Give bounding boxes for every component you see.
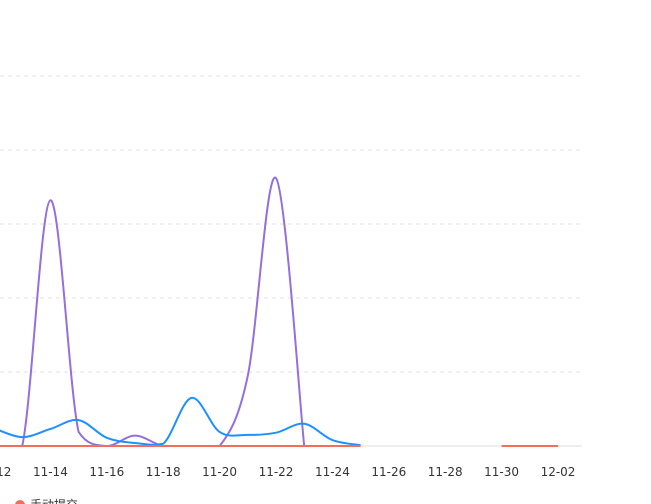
x-tick-label: 11-24 xyxy=(315,465,350,479)
x-tick-label: 11-18 xyxy=(146,465,181,479)
x-tick-label: 11-16 xyxy=(89,465,124,479)
x-tick-label: 12-02 xyxy=(541,465,576,479)
x-tick-label: 11-30 xyxy=(484,465,519,479)
series-line xyxy=(0,176,306,448)
x-tick-label: 11-28 xyxy=(428,465,463,479)
x-tick-label: 11-14 xyxy=(33,465,68,479)
x-tick-label: 11-12 xyxy=(0,465,11,479)
x-tick-label: 11-26 xyxy=(371,465,406,479)
x-tick-label: 11-20 xyxy=(202,465,237,479)
legend-label: 手动提交 xyxy=(30,497,78,504)
legend-marker xyxy=(15,500,25,504)
series-line xyxy=(0,396,361,447)
x-tick-label: 11-22 xyxy=(259,465,294,479)
